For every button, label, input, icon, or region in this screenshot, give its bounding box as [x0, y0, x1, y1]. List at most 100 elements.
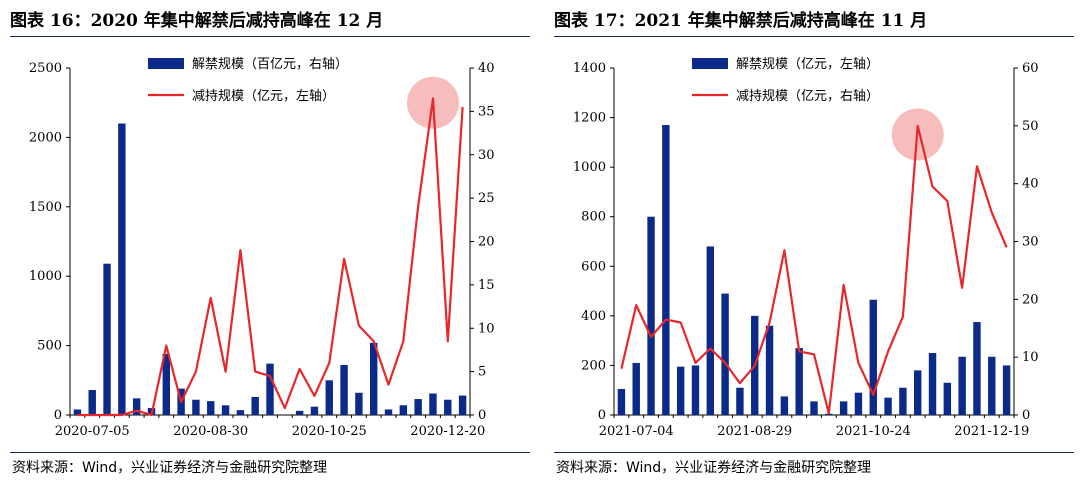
- bar: [958, 356, 966, 415]
- right-tick-label: 5: [478, 365, 486, 380]
- right-tick-label: 0: [478, 408, 486, 423]
- bar: [869, 299, 877, 415]
- bar: [617, 388, 626, 415]
- bar: [736, 387, 744, 415]
- bar: [691, 365, 700, 415]
- bar: [266, 363, 274, 415]
- left-tick-label: 2000: [29, 130, 62, 145]
- bar: [236, 410, 245, 415]
- right-tick-label: 50: [1022, 119, 1039, 134]
- bar: [928, 353, 937, 415]
- line-series: [77, 97, 464, 417]
- legend-bar-label: 解禁规模（亿元，左轴）: [736, 57, 879, 72]
- bar: [118, 123, 126, 416]
- left-tick-label: 600: [581, 259, 606, 274]
- chart-17: 0 200 400 600 800 1000 1200 1400 0 10 20 30 40 50 60 20…: [573, 57, 1039, 439]
- right-tick-label: 15: [478, 278, 495, 293]
- source-note: 资料来源：Wind，兴业证券经济与金融研究院整理: [12, 460, 328, 476]
- bar: [458, 395, 467, 415]
- right-tick-label: 30: [478, 148, 495, 163]
- legend-bar-label: 解禁规模（百亿元，右轴）: [192, 57, 348, 72]
- bar: [429, 393, 437, 415]
- x-tick-label: 2020-12-20: [410, 424, 485, 439]
- bar: [706, 246, 714, 415]
- bar: [355, 392, 363, 415]
- bar: [444, 399, 452, 415]
- panel-title: 图表 16：2020 年集中解禁后减持高峰在 12 月: [10, 11, 384, 31]
- bar: [647, 216, 655, 415]
- x-tick-label: 2021-07-04: [599, 424, 674, 439]
- bar: [839, 401, 848, 415]
- bar: [914, 370, 922, 415]
- left-tick-label: 500: [37, 339, 62, 354]
- bar: [662, 125, 670, 415]
- bar: [340, 365, 348, 415]
- right-tick-label: 25: [478, 191, 495, 206]
- bar: [943, 382, 952, 415]
- left-tick-label: 1200: [573, 111, 606, 126]
- bar: [325, 380, 333, 415]
- right-tick-label: 20: [478, 235, 495, 250]
- bar: [676, 366, 685, 415]
- right-tick-label: 30: [1022, 235, 1039, 250]
- left-tick-label: 1500: [29, 200, 62, 215]
- bar: [73, 409, 82, 415]
- right-tick-label: 40: [478, 61, 495, 76]
- bar: [192, 399, 200, 415]
- bar: [810, 401, 818, 415]
- legend-line-label: 减持规模（亿元，左轴）: [192, 89, 335, 104]
- bar: [854, 392, 863, 415]
- panel-title: 图表 17：2021 年集中解禁后减持高峰在 11 月: [554, 11, 928, 31]
- bar: [103, 263, 111, 415]
- bar: [899, 387, 907, 415]
- legend-bar-swatch: [148, 58, 184, 69]
- left-tick-label: 800: [581, 210, 606, 225]
- chart-panel-16: 图表 16：2020 年集中解禁后减持高峰在 12 月 0 500 1000 1500…: [0, 0, 536, 487]
- right-tick-label: 60: [1022, 61, 1039, 76]
- bar: [399, 405, 408, 415]
- bar: [988, 356, 996, 415]
- bar: [221, 405, 230, 415]
- left-tick-label: 400: [581, 309, 606, 324]
- right-tick-label: 40: [1022, 177, 1039, 192]
- bar: [632, 362, 640, 415]
- bar: [795, 348, 803, 415]
- bar: [414, 399, 422, 415]
- bar: [370, 342, 378, 415]
- bar: [310, 406, 319, 415]
- right-tick-label: 10: [478, 321, 495, 336]
- x-tick-label: 2020-10-25: [292, 424, 367, 439]
- x-tick-label: 2021-12-19: [954, 424, 1029, 439]
- legend-line-label: 减持规模（亿元，右轴）: [736, 89, 879, 104]
- left-tick-label: 0: [54, 408, 62, 423]
- left-tick-label: 200: [581, 358, 606, 373]
- bar: [973, 322, 981, 415]
- source-divider: [554, 452, 1074, 453]
- chart-16: 0 500 1000 1500 2000 2500 0 5 10 15 20 25 30 35 40 2020…: [29, 57, 495, 439]
- bar: [132, 398, 141, 415]
- left-tick-label: 2500: [29, 61, 62, 76]
- bar: [780, 396, 789, 415]
- left-tick-label: 1000: [29, 269, 62, 284]
- left-tick-label: 0: [598, 408, 606, 423]
- source-note: 资料来源：Wind，兴业证券经济与金融研究院整理: [556, 460, 872, 476]
- line-series: [620, 124, 1008, 415]
- right-tick-label: 10: [1022, 350, 1039, 365]
- bar: [884, 397, 892, 415]
- x-tick-label: 2020-07-05: [55, 424, 130, 439]
- bar: [251, 396, 259, 415]
- bar: [207, 401, 215, 415]
- bar: [1002, 365, 1011, 415]
- x-tick-label: 2021-08-29: [717, 424, 792, 439]
- left-tick-label: 1000: [573, 160, 606, 175]
- bar: [162, 353, 170, 415]
- right-tick-label: 0: [1022, 408, 1030, 423]
- title-divider: [554, 36, 1074, 37]
- source-divider: [10, 452, 530, 453]
- bar: [721, 293, 729, 415]
- right-tick-label: 35: [478, 104, 495, 119]
- legend-bar-swatch: [692, 58, 728, 69]
- x-tick-label: 2021-10-24: [836, 424, 911, 439]
- title-divider: [10, 36, 530, 37]
- chart-panel-17: 图表 17：2021 年集中解禁后减持高峰在 11 月 0 200 400 600 80…: [544, 0, 1080, 487]
